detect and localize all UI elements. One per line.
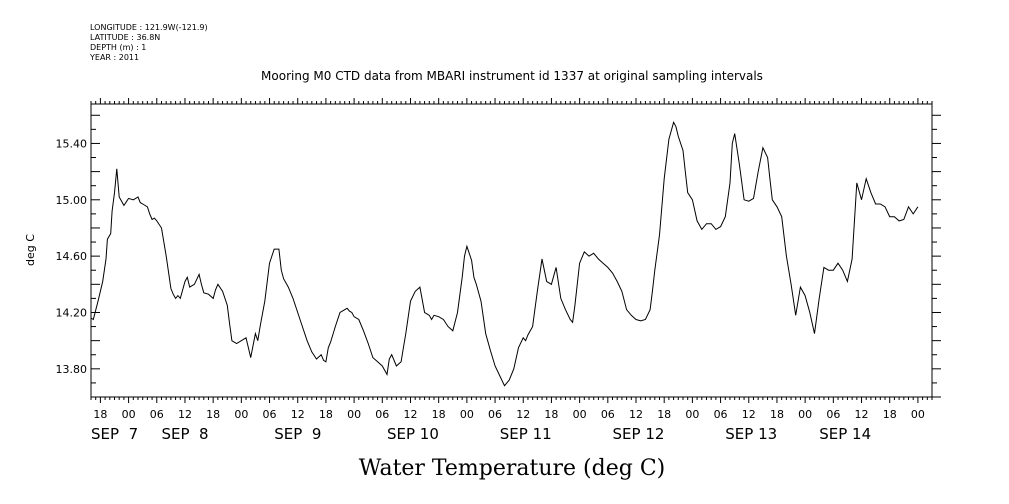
x-tick-label: 00 [685, 408, 699, 421]
x-tick-label: 18 [206, 408, 220, 421]
x-tick-label: 06 [375, 408, 389, 421]
x-tick-label: 18 [93, 408, 107, 421]
y-tick-label: 14.60 [56, 250, 88, 263]
meta-longitude: LONGITUDE : 121.9W(-121.9) [90, 23, 208, 32]
x-tick-label: 06 [263, 408, 277, 421]
x-tick-label: 18 [544, 408, 558, 421]
x-tick-label: 12 [855, 408, 869, 421]
meta-latitude: LATITUDE : 36.8N [90, 33, 160, 42]
x-tick-label: 18 [883, 408, 897, 421]
x-day-label: SEP 13 [725, 425, 777, 443]
x-tick-label: 00 [911, 408, 925, 421]
x-tick-label: 12 [178, 408, 192, 421]
meta-depth: DEPTH (m) : 1 [90, 43, 146, 52]
chart-title: Mooring M0 CTD data from MBARI instrumen… [261, 69, 763, 83]
y-axis: 13.80 14.20 14.60 15.00 15.40 [56, 114, 941, 398]
x-tick-label: 12 [742, 408, 756, 421]
x-day-label: SEP 12 [613, 425, 665, 443]
x-tick-label: 00 [347, 408, 361, 421]
x-tick-label: 18 [770, 408, 784, 421]
y-tick-label: 13.80 [56, 363, 88, 376]
y-axis-label: deg C [24, 234, 37, 266]
x-tick-label: 00 [460, 408, 474, 421]
x-tick-label: 00 [798, 408, 812, 421]
x-day-label: SEP 14 [819, 425, 871, 443]
y-tick-label: 15.40 [56, 137, 88, 150]
x-tick-label: 18 [319, 408, 333, 421]
x-tick-label: 00 [573, 408, 587, 421]
x-tick-label: 12 [516, 408, 530, 421]
x-tick-label: 06 [714, 408, 728, 421]
minor-tick-marks [90, 98, 933, 403]
x-tick-label: 18 [432, 408, 446, 421]
x-tick-label: 12 [291, 408, 305, 421]
x-day-label: SEP 9 [274, 425, 321, 443]
x-day-label: SEP 8 [161, 425, 208, 443]
x-tick-label: 18 [657, 408, 671, 421]
x-tick-label: 00 [234, 408, 248, 421]
x-day-label: SEP 10 [387, 425, 439, 443]
meta-year: YEAR : 2011 [89, 53, 139, 62]
x-tick-label: 12 [403, 408, 417, 421]
x-axis: 18 00 06 12 18 00 06 12 18 00 06 12 18 00 06 12 18 00 06 12… [91, 408, 925, 443]
x-day-label: SEP 11 [500, 425, 552, 443]
x-tick-label: 06 [150, 408, 164, 421]
x-tick-label: 12 [629, 408, 643, 421]
y-tick-label: 15.00 [56, 194, 88, 207]
chart-caption: Water Temperature (deg C) [359, 456, 666, 481]
x-tick-label: 00 [122, 408, 136, 421]
x-tick-label: 06 [488, 408, 502, 421]
x-day-label: SEP 7 [91, 425, 138, 443]
metadata-block: LONGITUDE : 121.9W(-121.9) LATITUDE : 36… [89, 23, 208, 62]
plot-frame [90, 103, 933, 398]
x-tick-label: 06 [601, 408, 615, 421]
y-tick-label: 14.20 [56, 306, 88, 319]
series-line-temperature [90, 120, 919, 387]
x-tick-label: 06 [826, 408, 840, 421]
